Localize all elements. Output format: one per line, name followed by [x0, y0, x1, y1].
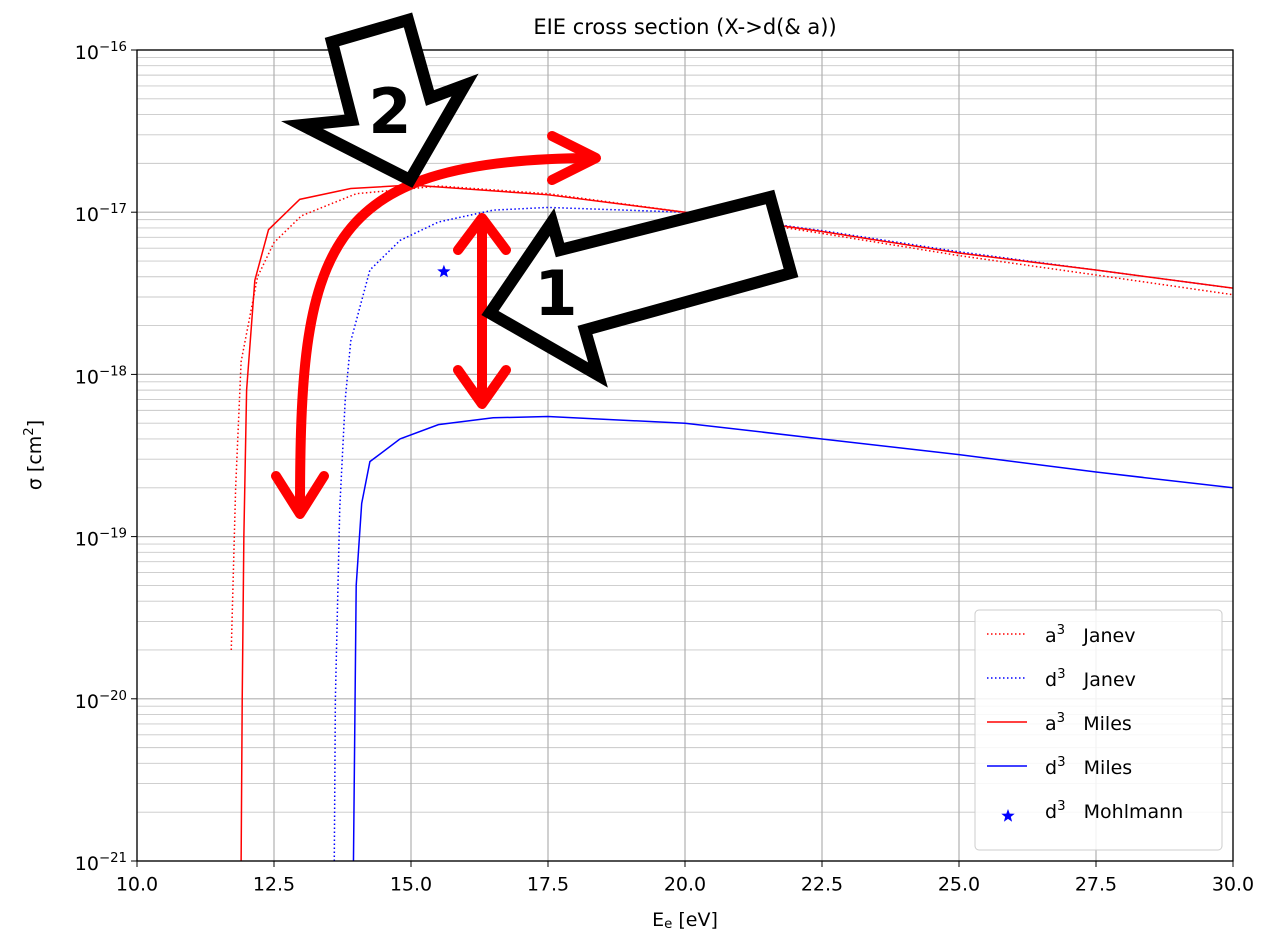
annotations: 1 2	[271, 12, 799, 519]
y-tick-label: 10−18​	[75, 364, 127, 387]
x-tick-label: 20.0	[664, 874, 706, 896]
x-tick-label: 17.5	[527, 874, 569, 896]
red-arrows	[271, 131, 601, 519]
legend-label: d3​ Mohlmann	[1045, 799, 1183, 823]
plot-area	[230, 184, 1233, 861]
x-tick-label: 12.5	[253, 874, 295, 896]
ticks: 10−21​ 10−20​ 10−19​ 10−18​ 10−17​ 10−16​ 10.0…	[75, 40, 1254, 895]
legend-label: d3​ Miles	[1045, 755, 1132, 779]
point	[437, 264, 451, 278]
x-tick-label: 15.0	[390, 874, 432, 896]
callout-arrow	[281, 12, 479, 188]
legend-label: d3​ Janev	[1045, 667, 1136, 691]
series-line	[352, 415, 1233, 861]
legend-label: a3​ Miles	[1045, 711, 1132, 735]
x-tick-label: 10.0	[116, 874, 158, 896]
chart-title: EIE cross section (X->d(& a))	[533, 15, 836, 39]
y-tick-label: 10−16​	[75, 40, 127, 63]
x-tick-label: 30.0	[1212, 874, 1254, 896]
legend-box	[974, 609, 1223, 851]
x-tick-label: 22.5	[801, 874, 843, 896]
y-tick-label: 10−21​	[75, 851, 127, 874]
annotation-label: 2	[368, 75, 411, 148]
legend: a3​ Janev d3​ Janev a3​ Miles d3​ Miles d3​ …	[974, 609, 1223, 851]
arrow-head	[271, 471, 329, 519]
series-line	[240, 184, 1233, 861]
x-axis-label: Ee​ [eV]	[652, 909, 718, 932]
arrow-head	[547, 131, 601, 185]
annotation-label: 1	[534, 257, 577, 330]
legend-marker	[1001, 809, 1015, 822]
y-axis-label: σ [cm2​]	[22, 420, 46, 490]
y-tick-label: 10−19​	[75, 527, 127, 550]
x-tick-label: 27.5	[1075, 874, 1117, 896]
x-tick-label: 25.0	[938, 874, 980, 896]
curved-arrow	[295, 153, 595, 515]
arrow-head	[453, 213, 511, 255]
y-tick-label: 10−20​	[75, 689, 127, 712]
callout-arrow	[481, 189, 799, 388]
legend-label: a3​ Janev	[1045, 623, 1135, 647]
y-tick-label: 10−17​	[75, 202, 127, 225]
series-line	[333, 206, 1233, 861]
arrow-head	[453, 365, 511, 409]
